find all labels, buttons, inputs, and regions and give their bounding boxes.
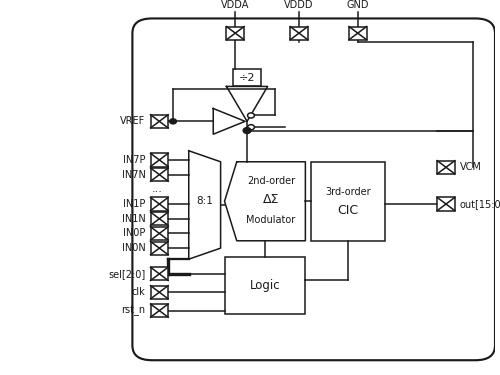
- Bar: [150, 153, 168, 166]
- Polygon shape: [224, 162, 306, 241]
- Text: ΔΣ: ΔΣ: [263, 193, 280, 206]
- Text: 8:1: 8:1: [196, 196, 213, 206]
- Text: VREF: VREF: [120, 116, 146, 126]
- Bar: [349, 27, 366, 40]
- Bar: [290, 27, 308, 40]
- Circle shape: [248, 124, 254, 130]
- Text: IN7N: IN7N: [122, 170, 146, 180]
- Text: ÷2: ÷2: [239, 73, 256, 82]
- Bar: [233, 69, 262, 87]
- Bar: [150, 168, 168, 181]
- Text: IN0N: IN0N: [122, 243, 146, 253]
- Text: out[15:0]: out[15:0]: [460, 199, 500, 209]
- Text: Modulator: Modulator: [246, 214, 296, 225]
- Text: VDDA: VDDA: [221, 0, 250, 10]
- Polygon shape: [189, 151, 220, 259]
- Bar: [150, 267, 168, 280]
- Bar: [224, 257, 306, 314]
- Text: IN7P: IN7P: [123, 155, 146, 165]
- Bar: [437, 160, 455, 174]
- Bar: [150, 304, 168, 317]
- Text: IN0P: IN0P: [124, 228, 146, 238]
- Circle shape: [243, 128, 251, 134]
- Bar: [150, 197, 168, 211]
- Circle shape: [170, 119, 176, 124]
- Text: Logic: Logic: [250, 279, 280, 292]
- Text: CIC: CIC: [338, 204, 358, 217]
- Bar: [150, 115, 168, 128]
- Bar: [437, 197, 455, 211]
- Text: GND: GND: [346, 0, 369, 10]
- Text: sel[2:0]: sel[2:0]: [108, 269, 146, 279]
- Text: VDDD: VDDD: [284, 0, 314, 10]
- Circle shape: [248, 113, 254, 118]
- Text: IN1P: IN1P: [124, 199, 146, 209]
- Text: VCM: VCM: [460, 162, 481, 172]
- Text: ...: ...: [152, 184, 162, 194]
- Text: 2nd-order: 2nd-order: [247, 176, 295, 186]
- Bar: [150, 212, 168, 225]
- Bar: [150, 286, 168, 299]
- Bar: [311, 162, 385, 241]
- Text: 3rd-order: 3rd-order: [325, 187, 371, 197]
- Polygon shape: [226, 87, 268, 122]
- Text: rst_n: rst_n: [122, 305, 146, 316]
- Bar: [226, 27, 244, 40]
- Polygon shape: [213, 108, 245, 134]
- Text: IN1N: IN1N: [122, 214, 146, 224]
- Text: clk: clk: [132, 287, 145, 297]
- Bar: [150, 242, 168, 255]
- Bar: [150, 227, 168, 240]
